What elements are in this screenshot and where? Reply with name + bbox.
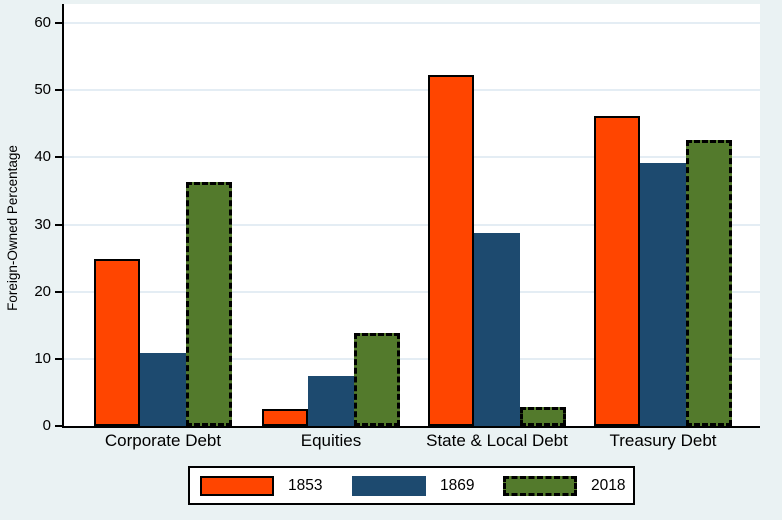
legend-label: 2018 — [591, 476, 626, 494]
category-label: Equities — [300, 431, 362, 450]
bar-1869-state-local-debt — [474, 233, 520, 426]
y-tick-mark — [55, 22, 63, 24]
y-axis-line — [62, 4, 64, 428]
category-label: Corporate Debt — [104, 431, 222, 450]
y-tick-mark — [55, 224, 63, 226]
bar-1869-corporate-debt — [140, 353, 186, 426]
bar-1869-treasury-debt — [640, 163, 686, 426]
y-tick-label: 60 — [34, 14, 51, 31]
y-tick-label: 10 — [34, 350, 51, 367]
legend-swatch-1853 — [200, 475, 274, 496]
gridline — [64, 358, 760, 360]
y-tick-mark — [55, 156, 63, 158]
legend-item-1869: 1869 — [352, 468, 474, 503]
gridline — [64, 22, 760, 24]
legend-item-2018: 2018 — [503, 468, 625, 503]
legend-swatch-1869 — [352, 475, 426, 496]
y-tick-mark — [55, 425, 63, 427]
y-tick-mark — [55, 291, 63, 293]
x-axis-line — [62, 426, 760, 428]
legend-swatch-2018 — [503, 475, 577, 496]
legend-label: 1869 — [440, 476, 475, 494]
category-label: Treasury Debt — [609, 431, 717, 450]
bar-2018-corporate-debt — [186, 182, 232, 426]
gridline — [64, 89, 760, 91]
bar-1853-equities — [262, 409, 308, 426]
y-tick-mark — [55, 89, 63, 91]
bar-2018-treasury-debt — [686, 140, 732, 426]
legend: 1853 1869 2018 — [188, 466, 635, 505]
bar-1853-corporate-debt — [94, 259, 140, 426]
y-tick-label: 50 — [34, 81, 51, 98]
y-tick-label: 30 — [34, 216, 51, 233]
bar-1853-state-local-debt — [428, 75, 474, 426]
bar-2018-state-local-debt — [520, 407, 566, 426]
bar-1853-treasury-debt — [594, 116, 640, 426]
y-tick-mark — [55, 358, 63, 360]
legend-label: 1853 — [288, 476, 323, 494]
gridline — [64, 156, 760, 158]
gridline — [64, 224, 760, 226]
y-tick-label: 40 — [34, 148, 51, 165]
category-label: State & Local Debt — [426, 431, 568, 450]
y-tick-label: 20 — [34, 283, 51, 300]
gridline — [64, 291, 760, 293]
y-tick-label: 0 — [42, 417, 51, 434]
bar-1869-equities — [308, 376, 354, 426]
bar-2018-equities — [354, 333, 400, 426]
legend-item-1853: 1853 — [200, 468, 322, 503]
